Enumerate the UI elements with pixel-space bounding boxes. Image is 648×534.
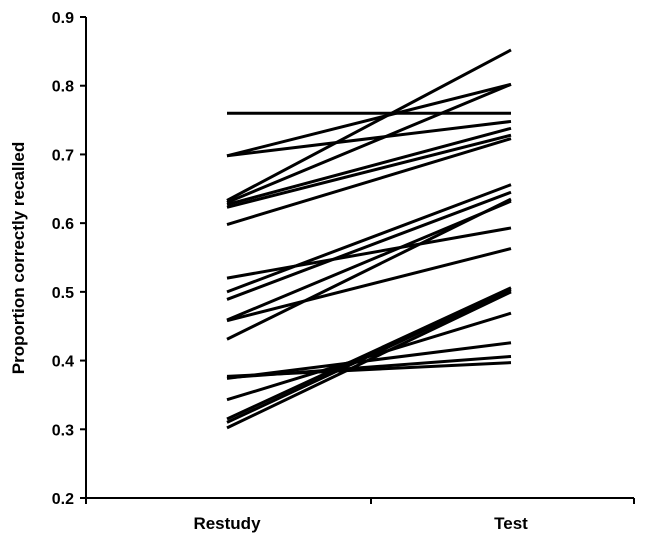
y-axis-title: Proportion correctly recalled [9,142,28,374]
series-line-8 [226,137,512,226]
series-line-9 [226,226,512,280]
y-tick-label: 0.5 [52,285,74,302]
series-line-11 [226,190,512,301]
series-lines [226,48,512,430]
series-line-10 [226,183,512,294]
y-tick-label: 0.2 [52,491,74,508]
y-axis-ticks: 0.2 0.3 0.4 0.5 0.6 0.7 0.8 0.9 [52,10,86,508]
y-tick-label: 0.7 [52,147,74,164]
series-line-7 [226,133,512,209]
series-line-2 [226,119,512,158]
series-line-16 [226,354,512,380]
series-line-20 [226,288,512,424]
x-category-label: Test [494,514,528,533]
y-tick-label: 0.4 [52,354,74,371]
series-line-14 [226,197,512,341]
series-line-21 [226,290,512,430]
series-line-5 [226,82,512,204]
y-tick-label: 0.9 [52,10,74,27]
y-tick-label: 0.8 [52,79,74,96]
series-line-3 [226,82,512,158]
x-axis-ticks: Restudy Test [85,498,635,533]
series-line-6 [226,126,512,207]
series-line-13 [226,247,512,323]
y-tick-label: 0.6 [52,216,74,233]
series-line-4 [226,48,512,202]
y-tick-label: 0.3 [52,422,74,439]
series-line-19 [226,286,512,421]
x-category-label: Restudy [193,514,261,533]
